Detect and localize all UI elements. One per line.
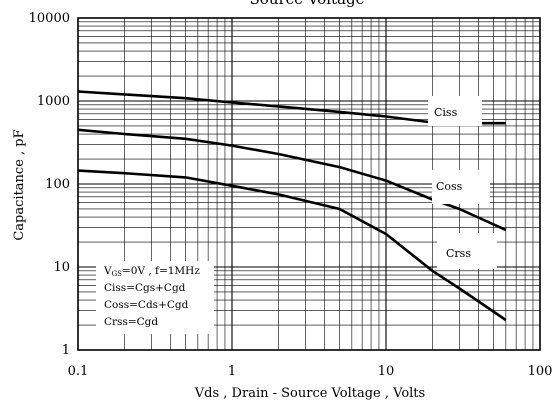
- y-tick-label: 1000: [37, 94, 70, 109]
- crss-label-bg: [437, 233, 497, 269]
- legend-line-3: Coss=Cds+Cgd: [104, 299, 189, 311]
- x-axis-label: Vds , Drain - Source Voltage , Volts: [194, 386, 425, 401]
- y-tick-label: 10: [53, 260, 70, 275]
- coss-label-bg: [432, 170, 490, 204]
- x-tick-label: 100: [528, 364, 552, 379]
- plot-frame: [77, 17, 541, 351]
- y-tick-label: 10000: [29, 11, 70, 26]
- chart-title: Source Voltage: [250, 0, 365, 8]
- legend-vgs-v: V: [103, 265, 112, 277]
- legend-background: [96, 261, 214, 334]
- coss-label: Coss: [436, 180, 463, 193]
- x-tick-label: 1: [228, 364, 236, 379]
- legend-vgs-sub: GS: [112, 270, 123, 278]
- series-labels: Ciss Coss Crss: [428, 96, 497, 269]
- tick-labels: 0.1 1 10 100 1 10 100 1000 10000: [29, 11, 552, 379]
- legend-line-1: VGS=0V , f=1MHz: [103, 265, 200, 278]
- ciss-label: Ciss: [434, 106, 458, 119]
- series-coss-line: [77, 128, 507, 232]
- legend-vgs-rest: =0V , f=1MHz: [122, 265, 200, 277]
- crss-label: Crss: [446, 247, 471, 260]
- series-crss-line: [77, 169, 507, 322]
- legend-line-2: Ciss=Cgs+Cgd: [104, 282, 186, 294]
- y-axis-label: Capacitance , pF: [12, 129, 27, 240]
- x-tick-label: 0.1: [68, 364, 89, 379]
- x-tick-label: 10: [378, 364, 395, 379]
- grid: [78, 18, 540, 350]
- legend-box: VGS=0V , f=1MHz Ciss=Cgs+Cgd Coss=Cds+Cg…: [96, 261, 214, 334]
- ciss-label-bg: [428, 96, 482, 126]
- legend-line-4: Crss=Cgd: [104, 316, 158, 328]
- y-tick-label: 100: [45, 177, 70, 192]
- y-tick-label: 1: [62, 343, 70, 358]
